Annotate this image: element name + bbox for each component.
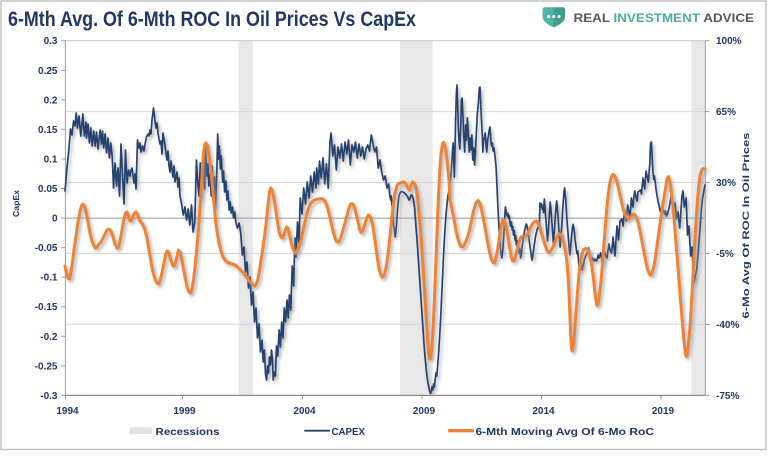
svg-text:-0.1: -0.1 — [40, 273, 58, 284]
svg-text:1994: 1994 — [56, 406, 79, 417]
svg-text:-0.05: -0.05 — [35, 243, 58, 254]
svg-text:0.25: 0.25 — [38, 66, 58, 77]
svg-text:0.15: 0.15 — [38, 125, 58, 136]
svg-text:2019: 2019 — [652, 406, 675, 417]
svg-text:-5%: -5% — [716, 249, 734, 260]
svg-text:1999: 1999 — [173, 406, 196, 417]
svg-text:Recessions: Recessions — [156, 426, 220, 438]
svg-text:-40%: -40% — [716, 320, 739, 331]
svg-text:65%: 65% — [716, 107, 736, 118]
svg-text:-0.2: -0.2 — [40, 332, 58, 343]
svg-text:2004: 2004 — [293, 406, 316, 417]
svg-text:REAL INVESTMENT ADVICE: REAL INVESTMENT ADVICE — [574, 13, 755, 25]
svg-text:100%: 100% — [716, 36, 742, 47]
svg-text:6-Mth Moving Avg Of 6-Mo RoC: 6-Mth Moving Avg Of 6-Mo RoC — [476, 426, 655, 438]
svg-text:-0.3: -0.3 — [40, 391, 58, 402]
svg-text:2014: 2014 — [532, 406, 555, 417]
svg-text:0: 0 — [52, 214, 58, 225]
svg-text:6-Mo Avg Of ROC In Oil Prices: 6-Mo Avg Of ROC In Oil Prices — [741, 133, 751, 319]
svg-text:CAPEX: CAPEX — [332, 426, 366, 438]
svg-text:-0.15: -0.15 — [35, 302, 58, 313]
svg-text:2009: 2009 — [413, 406, 436, 417]
svg-text:0.05: 0.05 — [38, 184, 58, 195]
svg-text:6-Mth Avg. Of 6-Mth ROC In Oil: 6-Mth Avg. Of 6-Mth ROC In Oil Prices Vs… — [8, 7, 416, 31]
svg-text:0.2: 0.2 — [44, 95, 58, 106]
svg-text:0.3: 0.3 — [44, 36, 58, 47]
svg-text:0.1: 0.1 — [44, 154, 58, 165]
svg-text:30%: 30% — [716, 178, 736, 189]
svg-text:-75%: -75% — [716, 391, 739, 402]
svg-text:CapEx: CapEx — [11, 190, 21, 217]
svg-text:-0.25: -0.25 — [35, 361, 58, 372]
